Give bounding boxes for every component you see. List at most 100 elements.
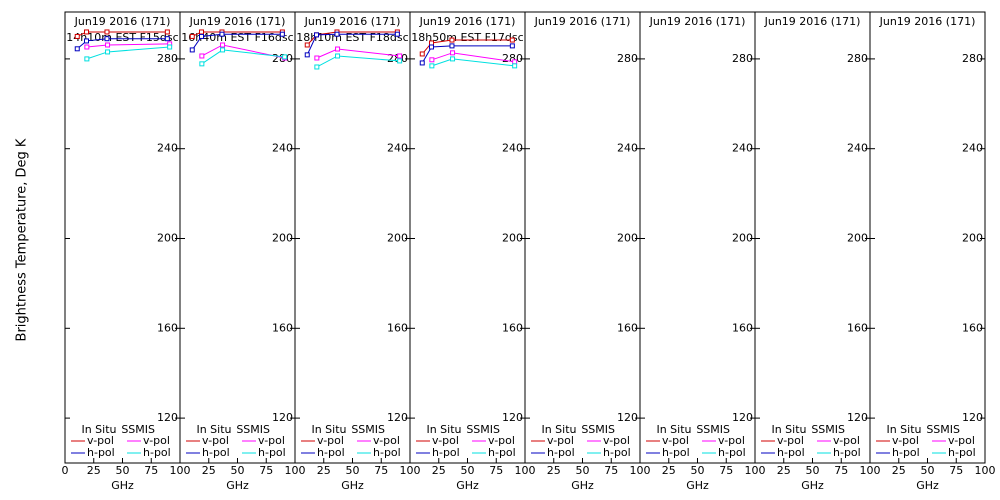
data-line xyxy=(306,33,398,56)
y-tick-label: 200 xyxy=(847,232,868,245)
x-tick-label: 25 xyxy=(317,464,331,477)
x-tick-label: 100 xyxy=(400,464,421,477)
x-tick-label: 0 xyxy=(62,464,69,477)
y-tick-label: 200 xyxy=(157,232,178,245)
y-tick-label: 280 xyxy=(502,52,523,65)
y-tick-label: 280 xyxy=(847,52,868,65)
panel-title: Jun19 2016 (171) xyxy=(764,15,861,28)
x-axis-label: GHz xyxy=(801,479,824,492)
data-line xyxy=(77,31,168,37)
y-tick-label: 120 xyxy=(272,411,293,424)
legend-group-title: SSMIS xyxy=(466,423,500,436)
x-axis-label: GHz xyxy=(456,479,479,492)
y-tick-label: 120 xyxy=(157,411,178,424)
legend-label: h-pol xyxy=(317,446,345,459)
data-point xyxy=(164,29,170,35)
data-point xyxy=(419,51,425,57)
y-tick-label: 280 xyxy=(962,52,983,65)
legend-group-title: SSMIS xyxy=(121,423,155,436)
data-point xyxy=(450,56,456,62)
legend-label: h-pol xyxy=(143,446,171,459)
data-point xyxy=(199,29,205,35)
x-tick-label: 25 xyxy=(547,464,561,477)
legend-label: h-pol xyxy=(488,446,516,459)
data-point xyxy=(512,63,518,69)
x-tick-label: 75 xyxy=(604,464,618,477)
legend-label: v-pol xyxy=(488,434,515,447)
y-tick-label: 200 xyxy=(732,232,753,245)
y-tick-label: 120 xyxy=(847,411,868,424)
y-tick-label: 160 xyxy=(732,321,753,334)
data-point xyxy=(199,53,205,59)
legend-label: v-pol xyxy=(87,434,114,447)
x-tick-label: 75 xyxy=(374,464,388,477)
legend-label: v-pol xyxy=(143,434,170,447)
panel-title: Jun19 2016 (171) xyxy=(649,15,746,28)
panel-title: Jun19 2016 (171) xyxy=(74,15,171,28)
panel-title: Jun19 2016 (171) xyxy=(879,15,976,28)
data-point xyxy=(509,37,515,43)
y-tick-label: 240 xyxy=(272,142,293,155)
x-tick-label: 50 xyxy=(691,464,705,477)
data-point xyxy=(279,31,285,37)
x-axis-label: GHz xyxy=(341,479,364,492)
data-point xyxy=(104,29,110,35)
data-point xyxy=(304,52,310,58)
y-tick-label: 160 xyxy=(157,321,178,334)
legend-group-title: In Situ xyxy=(886,423,921,436)
data-point xyxy=(282,54,288,60)
y-tick-label: 120 xyxy=(617,411,638,424)
y-tick-label: 240 xyxy=(502,142,523,155)
legend-label: v-pol xyxy=(892,434,919,447)
y-tick-label: 120 xyxy=(732,411,753,424)
x-tick-label: 50 xyxy=(231,464,245,477)
data-point xyxy=(74,33,80,39)
data-line xyxy=(191,33,283,51)
y-tick-label: 160 xyxy=(962,321,983,334)
legend-group-title: SSMIS xyxy=(351,423,385,436)
legend-label: v-pol xyxy=(603,434,630,447)
x-tick-label: 100 xyxy=(745,464,766,477)
y-tick-label: 240 xyxy=(962,142,983,155)
data-point xyxy=(334,31,340,37)
y-tick-label: 280 xyxy=(157,52,178,65)
data-point xyxy=(104,36,110,42)
x-tick-label: 50 xyxy=(576,464,590,477)
x-tick-label: 100 xyxy=(170,464,191,477)
x-tick-label: 75 xyxy=(489,464,503,477)
legend-label: h-pol xyxy=(373,446,401,459)
legend-label: v-pol xyxy=(547,434,574,447)
y-tick-label: 240 xyxy=(387,142,408,155)
data-point xyxy=(84,56,90,62)
y-tick-label: 200 xyxy=(272,232,293,245)
x-axis-label: GHz xyxy=(686,479,709,492)
data-point xyxy=(220,42,226,48)
legend-group-title: SSMIS xyxy=(696,423,730,436)
y-axis-label: Brightness Temperature, Deg K xyxy=(15,138,30,341)
data-point xyxy=(512,59,518,65)
legend-label: v-pol xyxy=(777,434,804,447)
x-tick-label: 100 xyxy=(630,464,651,477)
legend-label: v-pol xyxy=(833,434,860,447)
y-tick-label: 240 xyxy=(157,142,178,155)
y-tick-label: 200 xyxy=(617,232,638,245)
y-tick-label: 160 xyxy=(502,321,523,334)
panel-subtitle: 14h10m EST F15dsc xyxy=(66,31,178,44)
data-point xyxy=(84,29,90,35)
panel-subtitle: 18h50m EST F17dsc xyxy=(411,31,523,44)
x-tick-label: 75 xyxy=(719,464,733,477)
y-tick-label: 280 xyxy=(732,52,753,65)
x-tick-label: 75 xyxy=(834,464,848,477)
legend-label: v-pol xyxy=(948,434,975,447)
y-tick-label: 240 xyxy=(617,142,638,155)
x-axis-label: GHz xyxy=(571,479,594,492)
y-tick-label: 200 xyxy=(962,232,983,245)
y-tick-label: 120 xyxy=(962,411,983,424)
x-tick-label: 25 xyxy=(202,464,216,477)
